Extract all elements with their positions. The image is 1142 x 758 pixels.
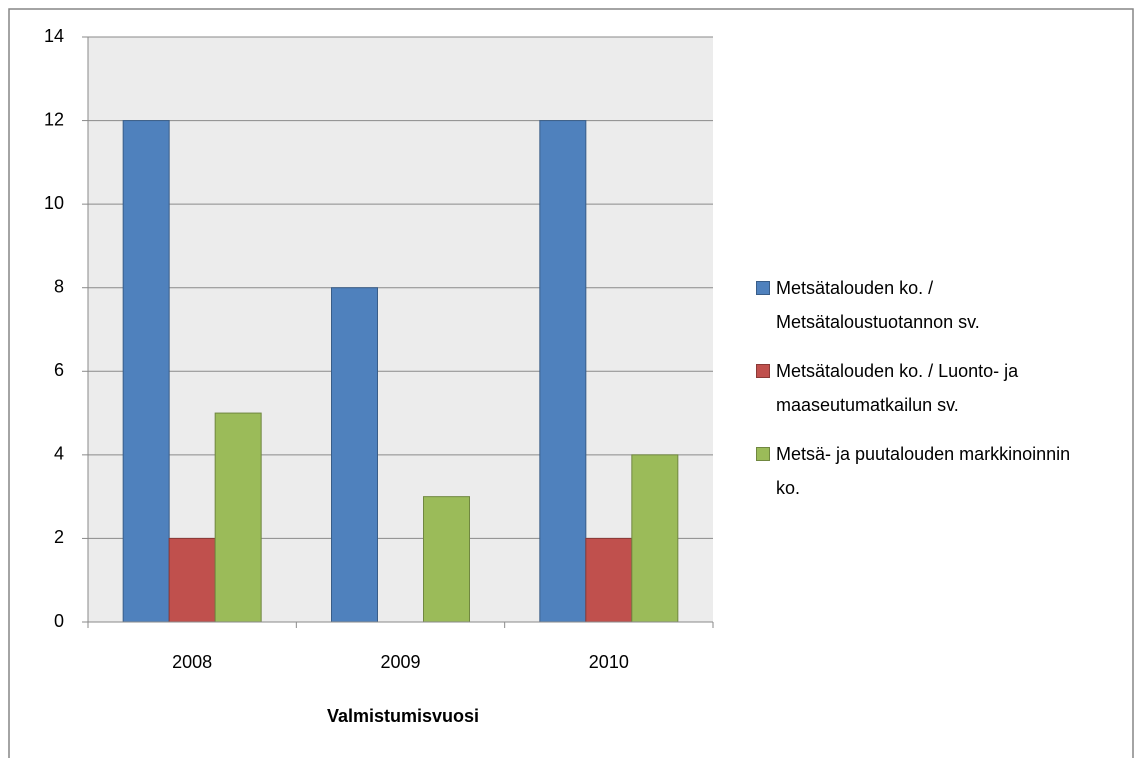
- legend-label: Metsätalouden ko. / Luonto- ja maaseutum…: [776, 361, 1019, 415]
- bar: [122, 120, 170, 623]
- x-tick-label: 2010: [589, 652, 629, 672]
- x-tick-label: 2008: [172, 652, 212, 672]
- x-axis-title: Valmistumisvuosi: [327, 706, 479, 726]
- legend-label: Metsä- ja puutalouden markkinoinnin ko.: [776, 444, 1071, 498]
- x-tick-label: 2009: [380, 652, 420, 672]
- legend-swatch: [756, 364, 770, 378]
- plot-area: [88, 37, 713, 622]
- legend-item: Metsä- ja puutalouden markkinoinnin ko.: [756, 437, 1126, 505]
- bar: [539, 120, 587, 623]
- legend-item: Metsätalouden ko. / Metsätaloustuotannon…: [756, 271, 1126, 339]
- y-tick-label: 2: [54, 527, 64, 547]
- y-tick-label: 10: [44, 193, 64, 213]
- bar: [168, 537, 216, 623]
- bar: [631, 454, 679, 623]
- bar: [331, 287, 378, 623]
- y-tick-label: 4: [54, 444, 64, 464]
- bar: [585, 537, 633, 623]
- y-tick-label: 12: [44, 109, 64, 129]
- bar: [423, 496, 470, 623]
- legend-swatch: [756, 281, 770, 295]
- legend-swatch: [756, 447, 770, 461]
- legend-label: Metsätalouden ko. / Metsätaloustuotannon…: [776, 278, 980, 332]
- y-tick-label: 0: [54, 611, 64, 631]
- y-tick-label: 8: [54, 276, 64, 296]
- bar: [214, 412, 262, 623]
- y-tick-label: 14: [44, 26, 64, 46]
- y-tick-label: 6: [54, 360, 64, 380]
- legend-item: Metsätalouden ko. / Luonto- ja maaseutum…: [756, 354, 1126, 422]
